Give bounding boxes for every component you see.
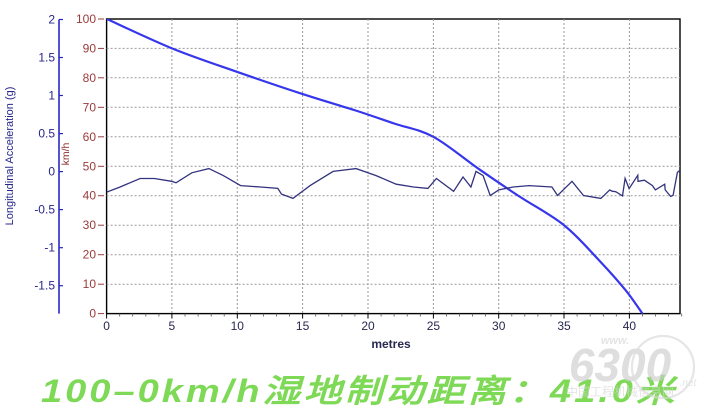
svg-text:100: 100: [76, 12, 96, 26]
svg-text:10: 10: [83, 277, 97, 291]
svg-text:6300: 6300: [569, 339, 672, 391]
svg-text:25: 25: [427, 319, 441, 333]
svg-text:60: 60: [83, 130, 97, 144]
svg-text:90: 90: [83, 41, 97, 55]
svg-text:30: 30: [492, 319, 506, 333]
svg-text:0: 0: [103, 319, 110, 333]
svg-text:0: 0: [48, 165, 55, 179]
svg-text:-0.5: -0.5: [34, 203, 55, 217]
svg-text:70: 70: [83, 100, 97, 114]
svg-text:30: 30: [83, 218, 97, 232]
svg-text:20: 20: [361, 319, 375, 333]
svg-text:10: 10: [231, 319, 245, 333]
svg-text:1.5: 1.5: [38, 51, 55, 65]
svg-text:0: 0: [89, 307, 96, 321]
svg-text:50: 50: [83, 159, 97, 173]
svg-text:中国工程机械信息网: 中国工程机械信息网: [566, 384, 674, 399]
svg-text:-1: -1: [44, 241, 55, 255]
svg-text:40: 40: [83, 189, 97, 203]
svg-text:-1.5: -1.5: [34, 279, 55, 293]
svg-text:80: 80: [83, 71, 97, 85]
svg-text:.net: .net: [680, 378, 698, 389]
svg-text:2: 2: [48, 13, 55, 27]
svg-text:5: 5: [169, 319, 176, 333]
svg-text:20: 20: [83, 248, 97, 262]
svg-text:1: 1: [48, 89, 55, 103]
svg-text:0.5: 0.5: [38, 127, 55, 141]
svg-text:15: 15: [296, 319, 310, 333]
